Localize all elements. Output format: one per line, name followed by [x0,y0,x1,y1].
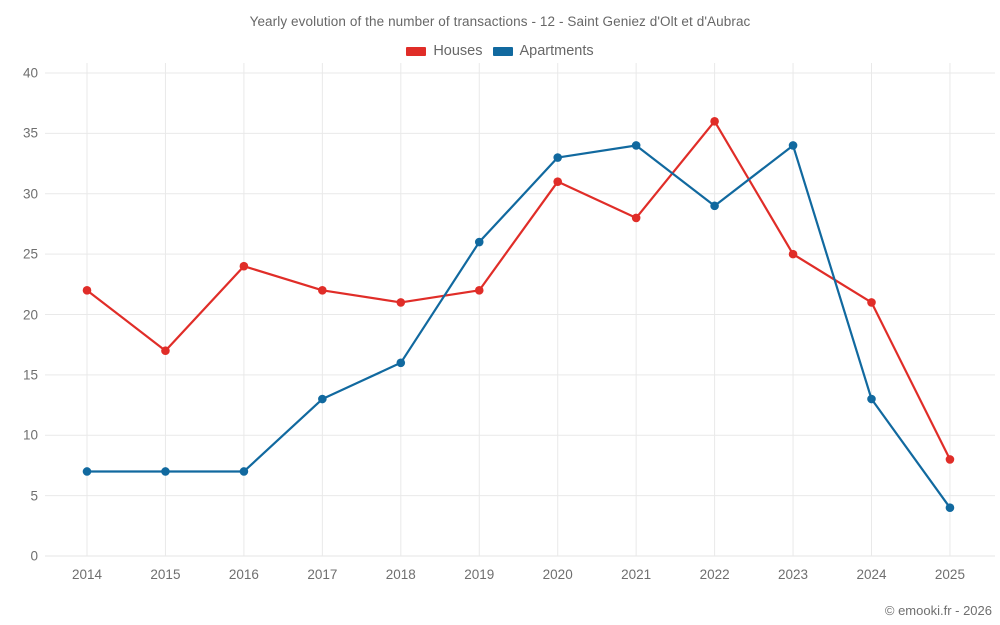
data-point-apartments-2016[interactable] [239,467,249,476]
x-axis-tick-label: 2016 [228,567,259,582]
chart-legend: Houses Apartments [0,44,1000,59]
data-point-apartments-2022[interactable] [710,201,719,211]
x-axis-tick-label: 2018 [385,567,416,582]
data-point-apartments-2024[interactable] [867,394,876,404]
x-axis-tick-label: 2021 [621,567,652,582]
y-axis-tick-label: 20 [22,307,38,322]
x-axis-tick-label: 2023 [778,567,809,582]
data-point-houses-2016[interactable] [239,261,249,271]
data-point-apartments-2020[interactable] [553,153,562,162]
x-axis-tick-label: 2020 [542,567,573,582]
x-axis-tick-label: 2017 [307,567,338,582]
x-axis-tick-label: 2014 [71,567,103,582]
data-point-houses-2018[interactable] [396,298,406,307]
y-axis-tick-label: 0 [30,548,38,564]
data-point-houses-2024[interactable] [867,298,876,307]
legend-swatch-houses [406,46,427,56]
legend-label-houses: Houses [433,43,483,59]
data-point-apartments-2021[interactable] [631,141,641,150]
data-point-houses-2019[interactable] [474,286,484,295]
plot-area [45,63,995,557]
data-point-houses-2021[interactable] [631,213,641,223]
y-axis-tick-label: 10 [22,427,38,443]
chart-title: Yearly evolution of the number of transa… [249,14,751,29]
y-axis-tick-label: 35 [22,125,38,141]
x-axis-tick-label: 2022 [699,567,730,582]
data-point-houses-2020[interactable] [553,177,562,186]
data-point-houses-2015[interactable] [161,346,170,356]
data-point-apartments-2017[interactable] [318,394,327,404]
data-point-houses-2023[interactable] [788,249,798,259]
y-axis-tick-label: 40 [22,65,38,81]
data-point-houses-2017[interactable] [318,286,327,295]
series-line-houses [85,120,952,461]
legend-item-apartments[interactable]: Apartments [492,43,594,59]
plot-svg [45,63,995,557]
series-line-apartments [85,144,952,509]
x-axis-tick-label: 2025 [934,567,965,582]
footer-credit: © emooki.fr - 2026 [884,603,992,618]
data-point-apartments-2023[interactable] [788,141,798,150]
data-point-apartments-2025[interactable] [945,503,955,512]
legend-swatch-apartments [492,46,513,56]
y-axis-tick-label: 30 [22,186,38,202]
data-point-apartments-2015[interactable] [161,467,170,476]
data-point-houses-2025[interactable] [945,455,955,464]
data-point-apartments-2018[interactable] [396,358,406,368]
data-point-apartments-2019[interactable] [474,237,484,247]
x-axis-tick-label: 2015 [150,567,181,582]
y-axis-tick-label: 25 [22,246,38,262]
y-axis-tick-label: 5 [30,488,38,504]
legend-item-houses[interactable]: Houses [406,43,483,59]
y-axis-tick-label: 15 [22,367,38,383]
x-axis-tick-label: 2024 [856,567,887,582]
data-point-houses-2014[interactable] [82,286,92,295]
data-point-houses-2022[interactable] [710,117,719,126]
legend-label-apartments: Apartments [519,43,594,59]
data-point-apartments-2014[interactable] [82,467,92,476]
x-axis-tick-label: 2019 [464,567,495,582]
